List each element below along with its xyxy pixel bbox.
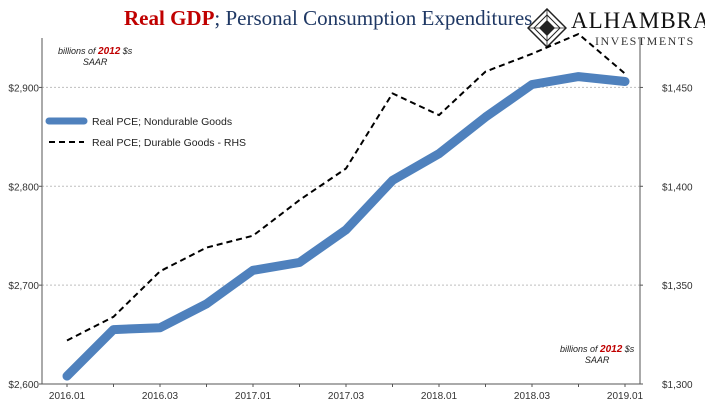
alhambra-logo: ALHAMBRA INVESTMENTS	[527, 6, 705, 50]
right-unit-saar: SAAR	[584, 355, 610, 365]
left-tick-label: $2,700	[8, 281, 39, 292]
right-unit-prefix: billions of	[560, 344, 601, 354]
left-tick-label: $2,800	[8, 182, 39, 193]
left-tick-label: $2,900	[8, 83, 39, 94]
left-unit-prefix: billions of	[58, 46, 99, 56]
series-line-nondurable	[62, 72, 630, 381]
x-tick-label: 2019.01	[607, 391, 644, 402]
legend-label: Real PCE; Nondurable Goods	[92, 116, 232, 128]
title-part-red: Real GDP	[124, 6, 215, 30]
logo-name: ALHAMBRA	[571, 8, 705, 33]
left-unit-saar: SAAR	[82, 57, 108, 67]
left-tick-label: $2,600	[8, 380, 39, 391]
right-tick-label: $1,450	[662, 83, 693, 94]
chart-title: Real GDP; Personal Consumption Expenditu…	[124, 6, 532, 31]
left-unit-note: billions of 2012 $s SAAR	[58, 46, 132, 68]
x-tick-label: 2017.01	[235, 391, 272, 402]
x-tick-label: 2018.01	[421, 391, 458, 402]
x-tick-label: 2016.01	[49, 391, 86, 402]
right-unit-note: billions of 2012 $s SAAR	[560, 344, 634, 366]
x-tick-label: 2018.03	[514, 391, 551, 402]
x-tick-label: 2016.03	[142, 391, 179, 402]
right-tick-label: $1,400	[662, 182, 693, 193]
right-tick-label: $1,300	[662, 380, 693, 391]
logo-subtitle: INVESTMENTS	[595, 34, 695, 48]
right-unit-suffix: $s	[622, 344, 635, 354]
right-unit-year: 2012	[600, 344, 623, 355]
left-unit-suffix: $s	[120, 46, 133, 56]
x-tick-label: 2017.03	[328, 391, 365, 402]
series-line-durable	[66, 33, 626, 342]
title-separator: ;	[214, 6, 221, 30]
right-tick-label: $1,350	[662, 281, 693, 292]
legend-label: Real PCE; Durable Goods - RHS	[92, 137, 246, 149]
left-unit-year: 2012	[98, 46, 121, 57]
title-part-blue: Personal Consumption Expenditures	[220, 6, 533, 30]
